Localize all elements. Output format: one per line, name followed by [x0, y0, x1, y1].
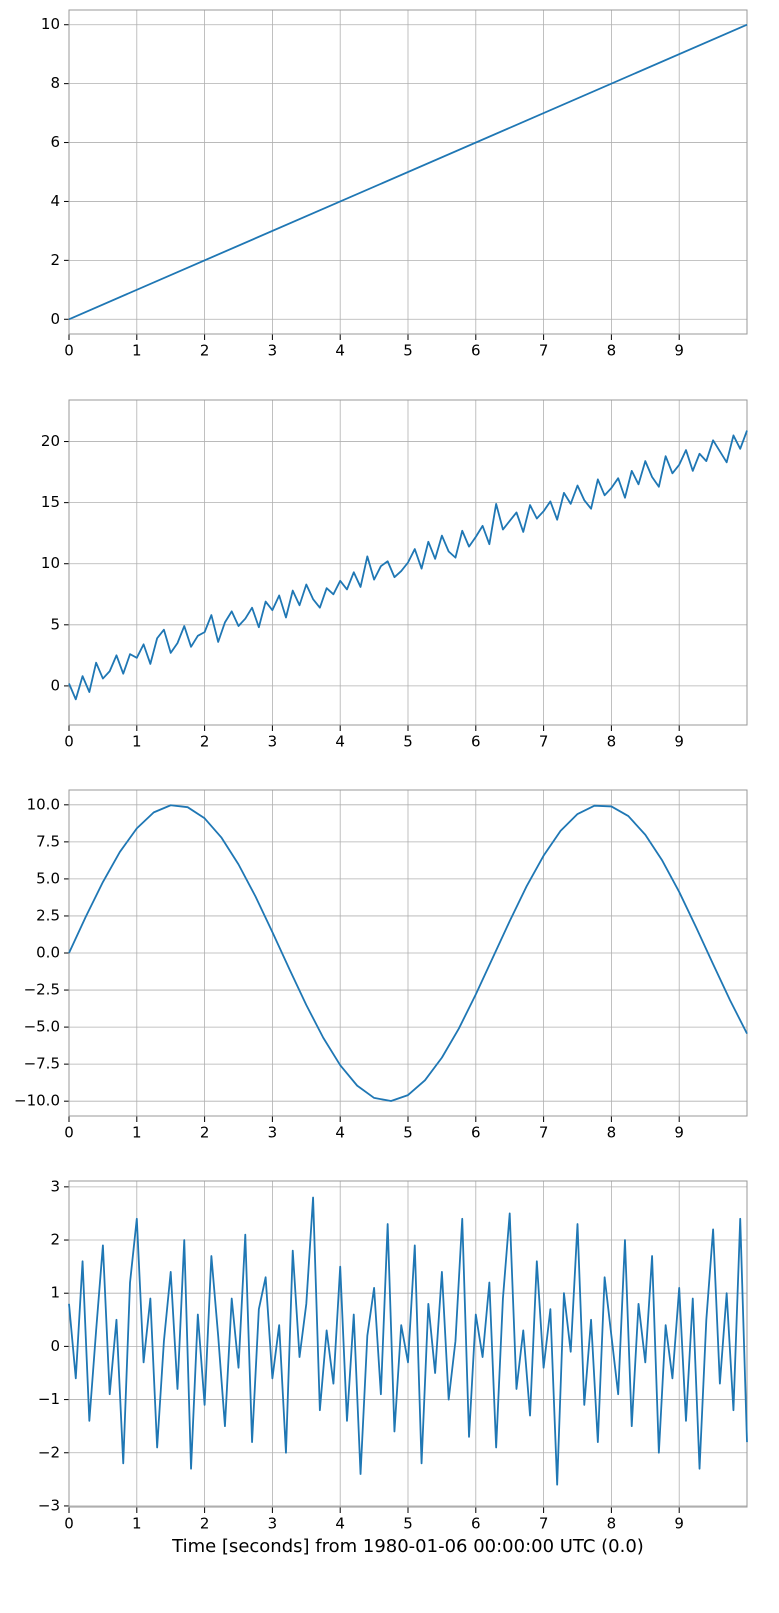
y-tick-label: 20: [41, 432, 60, 450]
y-tick-label: −2.5: [24, 981, 60, 999]
x-tick-label: 7: [539, 733, 549, 751]
y-tick-label: −7.5: [24, 1055, 60, 1073]
y-tick-label: 0: [50, 1337, 60, 1355]
axes-frame: [68, 9, 748, 335]
y-tick-label: 3: [50, 1177, 60, 1195]
y-tick-label: 5: [50, 615, 60, 633]
x-tick-label: 1: [132, 1124, 142, 1142]
y-tick-label: 6: [50, 133, 60, 151]
x-tick-label: 8: [607, 733, 617, 751]
y-tick-label: 7.5: [36, 832, 60, 850]
x-tick-label: 1: [132, 1515, 142, 1533]
x-tick-label: 7: [539, 1515, 549, 1533]
x-tick-label: 5: [403, 342, 413, 360]
x-tick-label: 6: [471, 1515, 481, 1533]
x-tick-label: 1: [132, 342, 142, 360]
y-tick-label: 4: [50, 192, 60, 210]
x-tick-label: 9: [674, 733, 684, 751]
y-tick-label: 5.0: [36, 869, 60, 887]
x-tick-label: 4: [335, 342, 345, 360]
line-series: [68, 430, 748, 701]
x-tick-label: 8: [607, 342, 617, 360]
x-tick-label: 5: [403, 733, 413, 751]
x-tick-label: 9: [674, 342, 684, 360]
x-tick-label: 2: [200, 342, 210, 360]
x-tick-label: 7: [539, 342, 549, 360]
line-series: [68, 1196, 748, 1486]
x-tick-label: 6: [471, 1124, 481, 1142]
x-tick-label: 0: [64, 1124, 74, 1142]
x-tick-label: 0: [64, 733, 74, 751]
x-tick-label: 0: [64, 342, 74, 360]
y-tick-label: 2: [50, 251, 60, 269]
y-tick-label: 1: [50, 1284, 60, 1302]
x-tick-label: 1: [132, 733, 142, 751]
y-tick-label: 15: [41, 493, 60, 511]
x-tick-label: 2: [200, 1515, 210, 1533]
x-tick-label: 5: [403, 1515, 413, 1533]
x-tick-label: 4: [335, 1515, 345, 1533]
line-series: [68, 23, 748, 321]
x-tick-label: 6: [471, 733, 481, 751]
x-tick-label: 9: [674, 1515, 684, 1533]
y-tick-label: 10.0: [27, 795, 60, 813]
y-tick-label: 8: [50, 74, 60, 92]
x-tick-label: 2: [200, 733, 210, 751]
y-tick-label: −3: [38, 1496, 60, 1514]
y-tick-label: 0: [50, 310, 60, 328]
x-tick-label: 4: [335, 733, 345, 751]
y-tick-label: 0: [50, 676, 60, 694]
line-series: [68, 804, 748, 1102]
y-tick-label: 0.0: [36, 944, 60, 962]
axes-frame: [68, 1180, 748, 1508]
x-tick-label: 7: [539, 1124, 549, 1142]
y-tick-label: −10.0: [14, 1092, 60, 1110]
x-tick-label: 2: [200, 1124, 210, 1142]
x-tick-label: 8: [607, 1124, 617, 1142]
y-tick-label: 2.5: [36, 906, 60, 924]
axes-frame: [68, 399, 748, 726]
x-tick-label: 3: [268, 733, 278, 751]
x-tick-label: 8: [607, 1515, 617, 1533]
y-tick-label: −5.0: [24, 1018, 60, 1036]
x-tick-label: 5: [403, 1124, 413, 1142]
x-tick-label: 6: [471, 342, 481, 360]
x-tick-label: 0: [64, 1515, 74, 1533]
x-tick-label: 3: [268, 1515, 278, 1533]
y-tick-label: 10: [41, 554, 60, 572]
x-tick-label: 4: [335, 1124, 345, 1142]
y-tick-label: −2: [38, 1443, 60, 1461]
y-tick-label: 2: [50, 1231, 60, 1249]
y-tick-label: 10: [41, 15, 60, 33]
y-tick-label: −1: [38, 1390, 60, 1408]
x-tick-label: 3: [268, 342, 278, 360]
x-tick-label: 3: [268, 1124, 278, 1142]
x-axis-label: Time [seconds] from 1980-01-06 00:00:00 …: [171, 1536, 644, 1557]
x-tick-label: 9: [674, 1124, 684, 1142]
